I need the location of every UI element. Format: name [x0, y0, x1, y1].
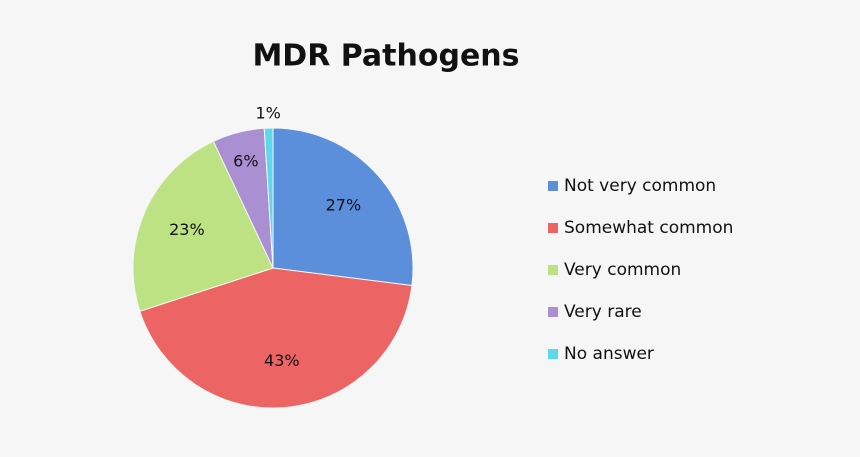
legend-swatch [548, 307, 558, 317]
legend-label: Very rare [564, 302, 642, 322]
data-label: 23% [169, 220, 205, 239]
legend-swatch [548, 181, 558, 191]
legend-label: Somewhat common [564, 218, 733, 238]
legend-swatch [548, 349, 558, 359]
data-label: 6% [233, 152, 258, 171]
data-label: 1% [255, 104, 280, 123]
data-label: 43% [264, 351, 300, 370]
legend-label: Very common [564, 260, 681, 280]
legend-swatch [548, 265, 558, 275]
pie-slice [263, 127, 274, 269]
legend-swatch [548, 223, 558, 233]
pie-slice [139, 267, 413, 409]
legend-label: No answer [564, 344, 654, 364]
data-label: 27% [326, 195, 362, 214]
legend-label: Not very common [564, 176, 716, 196]
chart-title: MDR Pathogens [252, 39, 519, 74]
pie-slice [272, 127, 414, 287]
pie-slice [132, 140, 274, 312]
